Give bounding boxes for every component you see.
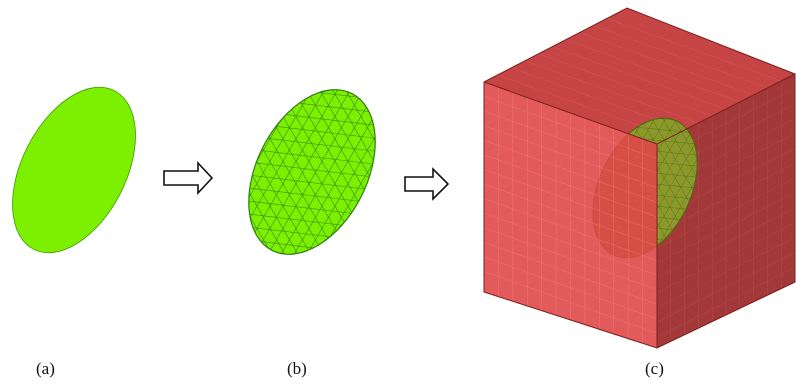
caption-a: (a) — [36, 359, 55, 378]
cube-mesh-lines — [483, 18, 796, 349]
caption-c: (c) — [645, 359, 664, 378]
right-arrow-icon — [404, 167, 450, 201]
meshed-disc-outline — [248, 89, 376, 255]
right-arrow-icon — [163, 160, 214, 196]
plain-disc — [12, 86, 136, 254]
caption-b: (b) — [287, 359, 307, 378]
panel-a — [12, 86, 136, 254]
panel-c — [483, 7, 796, 349]
cube-outline — [483, 7, 796, 349]
